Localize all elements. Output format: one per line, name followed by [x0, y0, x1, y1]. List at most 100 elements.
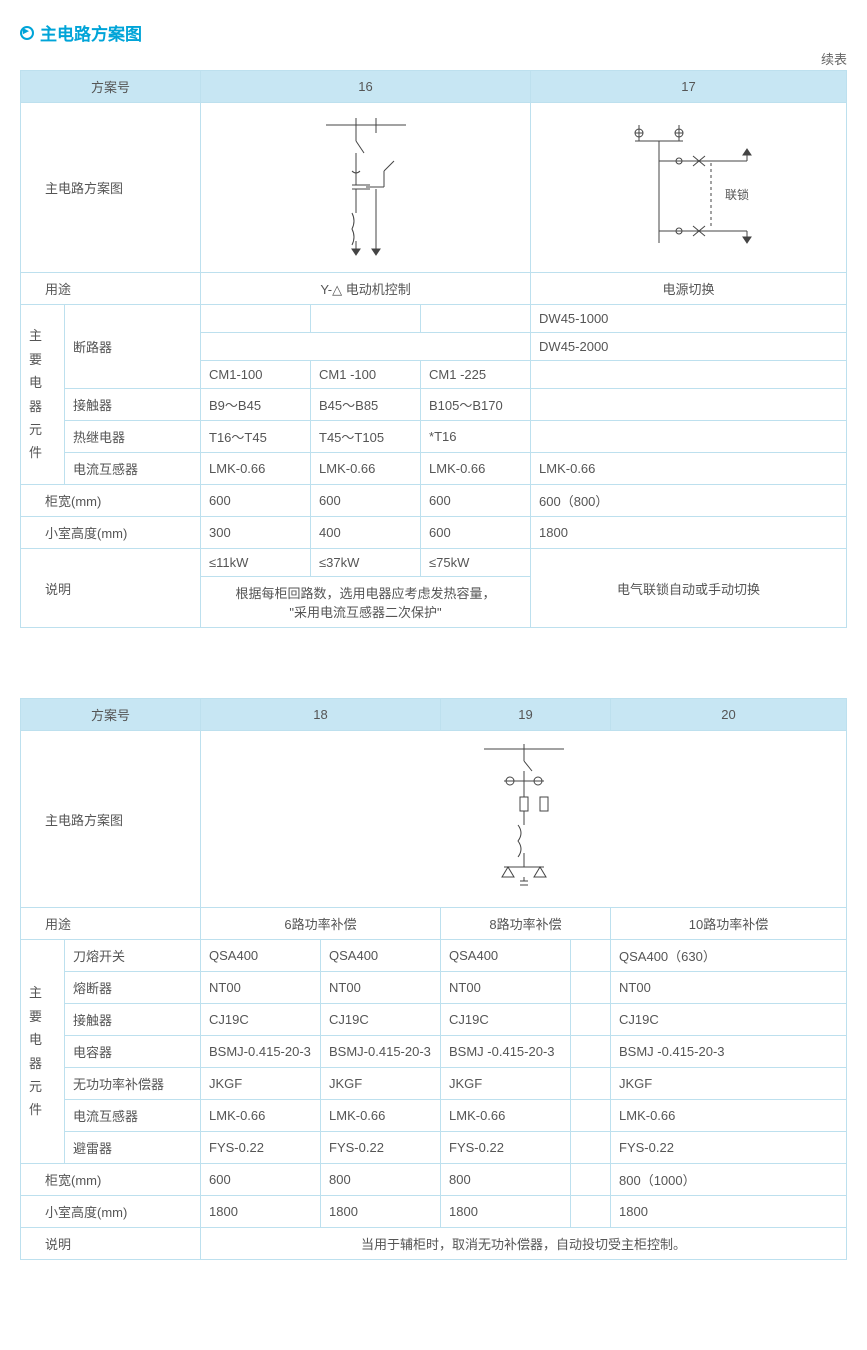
row-label: 小室高度(mm)	[21, 1196, 201, 1228]
cell	[201, 333, 531, 361]
cell: B45～B85	[311, 389, 421, 421]
cell: BSMJ -0.415-20-3	[611, 1036, 847, 1068]
cell: 800（1000）	[611, 1164, 847, 1196]
cell: 600	[201, 485, 311, 517]
cell: 400	[311, 517, 421, 549]
cell: 1800	[321, 1196, 441, 1228]
bullet-icon	[20, 26, 34, 40]
circuit-diagram-16	[306, 113, 426, 263]
row-label: 熔断器	[65, 972, 201, 1004]
cell: 600	[421, 485, 531, 517]
cell	[571, 1004, 611, 1036]
cell: DW45-2000	[531, 333, 847, 361]
cell: 1800	[531, 517, 847, 549]
t1-scheme-label: 方案号	[21, 71, 201, 103]
cell: CM1 -100	[311, 361, 421, 389]
cell: 800	[441, 1164, 571, 1196]
cell: FYS-0.22	[611, 1132, 847, 1164]
t2-scheme-label: 方案号	[21, 699, 201, 731]
cell: QSA400（630）	[611, 940, 847, 972]
cell: LMK-0.66	[311, 453, 421, 485]
cell	[201, 305, 311, 333]
cell: B105～B170	[421, 389, 531, 421]
row-label: 无功功率补偿器	[65, 1068, 201, 1100]
cell: LMK-0.66	[611, 1100, 847, 1132]
cell: DW45-1000	[531, 305, 847, 333]
row-label: 避雷器	[65, 1132, 201, 1164]
cell: NT00	[321, 972, 441, 1004]
t1-diagram-17: 联锁	[531, 103, 847, 273]
t2-main-parts-label: 主 要 电 器 元 件	[21, 940, 65, 1164]
cell	[531, 421, 847, 453]
cell: NT00	[611, 972, 847, 1004]
title-text: 主电路方案图	[40, 20, 142, 45]
t1-scheme-16: 16	[201, 71, 531, 103]
cell: LMK-0.66	[441, 1100, 571, 1132]
t2-scheme-19: 19	[441, 699, 611, 731]
cell: 1800	[611, 1196, 847, 1228]
row-label: 说明	[21, 549, 201, 628]
row-label: 热继电器	[65, 421, 201, 453]
cell: LMK-0.66	[531, 453, 847, 485]
row-label: 柜宽(mm)	[21, 485, 201, 517]
cell: JKGF	[611, 1068, 847, 1100]
interlock-text: 联锁	[725, 187, 749, 202]
cell	[571, 1164, 611, 1196]
cell: T16～T45	[201, 421, 311, 453]
cell: NT00	[441, 972, 571, 1004]
t1-breaker-label: 断路器	[65, 305, 201, 389]
t2-scheme-18: 18	[201, 699, 441, 731]
cell: FYS-0.22	[321, 1132, 441, 1164]
cell	[571, 972, 611, 1004]
cell: 当用于辅柜时，取消无功补偿器，自动投切受主柜控制。	[201, 1228, 847, 1260]
row-label: 用途	[21, 908, 201, 940]
cell: 600	[421, 517, 531, 549]
row-label: 小室高度(mm)	[21, 517, 201, 549]
cell: 1800	[441, 1196, 571, 1228]
cell: 1800	[201, 1196, 321, 1228]
continued-label: 续表	[20, 49, 847, 68]
cell: 800	[321, 1164, 441, 1196]
cell	[571, 1196, 611, 1228]
row-label: 电容器	[65, 1036, 201, 1068]
cell: JKGF	[321, 1068, 441, 1100]
spec-table-1: 方案号 16 17 主电路方案图	[20, 70, 847, 628]
cell	[531, 361, 847, 389]
t2-diagram-label: 主电路方案图	[21, 731, 201, 908]
cell: CJ19C	[441, 1004, 571, 1036]
cell	[571, 1036, 611, 1068]
row-label: 接触器	[65, 389, 201, 421]
cell: 8路功率补偿	[441, 908, 611, 940]
t1-usage-label: 用途	[21, 273, 201, 305]
page-title: 主电路方案图	[20, 20, 847, 45]
cell: T45～T105	[311, 421, 421, 453]
cell	[571, 940, 611, 972]
row-label: 柜宽(mm)	[21, 1164, 201, 1196]
cell: 600（800）	[531, 485, 847, 517]
cell: CM1-100	[201, 361, 311, 389]
t1-main-parts-label: 主 要 电 器 元 件	[21, 305, 65, 485]
cell: CM1 -225	[421, 361, 531, 389]
cell: LMK-0.66	[321, 1100, 441, 1132]
cell: LMK-0.66	[421, 453, 531, 485]
cell	[571, 1100, 611, 1132]
cell: 10路功率补偿	[611, 908, 847, 940]
cell: 根据每柜回路数，选用电器应考虑发热容量， "采用电流互感器二次保护"	[201, 577, 531, 628]
row-label: 电流互感器	[65, 1100, 201, 1132]
cell: 300	[201, 517, 311, 549]
cell: LMK-0.66	[201, 453, 311, 485]
cell: 6路功率补偿	[201, 908, 441, 940]
row-label: 刀熔开关	[65, 940, 201, 972]
cell: QSA400	[201, 940, 321, 972]
cell: 600	[201, 1164, 321, 1196]
cell: QSA400	[441, 940, 571, 972]
cell: ≤11kW	[201, 549, 311, 577]
t2-scheme-20: 20	[611, 699, 847, 731]
row-label: 接触器	[65, 1004, 201, 1036]
cell: ≤75kW	[421, 549, 531, 577]
cell	[571, 1132, 611, 1164]
t2-diagram	[201, 731, 847, 908]
cell: LMK-0.66	[201, 1100, 321, 1132]
cell	[421, 305, 531, 333]
cell: FYS-0.22	[201, 1132, 321, 1164]
